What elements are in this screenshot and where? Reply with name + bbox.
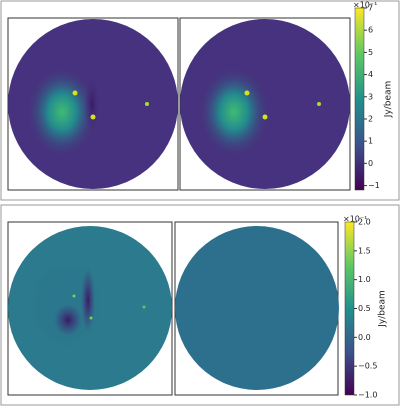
colorbar-tick-label: 1.5 — [358, 246, 371, 255]
emission — [84, 75, 100, 135]
source — [142, 305, 146, 309]
frame — [7, 221, 173, 396]
colorbar — [344, 221, 355, 396]
colorbar-tick-label: 1 — [368, 137, 373, 146]
source — [317, 102, 321, 106]
source — [89, 316, 93, 320]
colorbar-tick-label: 1.0 — [358, 275, 371, 284]
source — [90, 114, 96, 120]
source — [72, 294, 76, 298]
colorbar-tick-label: 3 — [368, 92, 373, 101]
sky-map — [175, 226, 339, 390]
source — [244, 90, 250, 96]
colorbar-label: Jy/beam — [378, 290, 388, 328]
colorbar-tick-label: 0.0 — [358, 333, 371, 342]
colorbar-tick-label: 0.5 — [358, 304, 371, 313]
colorbar-label: Jy/beam — [384, 81, 394, 119]
colorbars: −101234567×10⁻¹Jy/beam−1.0−0.50.00.51.01… — [343, 1, 394, 400]
panel-border — [0, 204, 400, 406]
colorbar-tick-label: 7 — [368, 4, 373, 13]
panel-border — [0, 0, 400, 201]
emission — [54, 304, 82, 336]
colorbar-tick-label: 0 — [368, 159, 373, 168]
colorbar-tick-label: 6 — [368, 26, 373, 35]
source — [145, 102, 149, 106]
top-images — [7, 17, 351, 191]
colorbar-tick-label: 2 — [368, 114, 373, 123]
colorbar-tick-label: −1.0 — [358, 391, 377, 400]
colorbar-tick-label: 5 — [368, 48, 373, 57]
colorbar-tick-label: 4 — [368, 70, 373, 79]
emission — [198, 66, 270, 158]
colorbar-exponent: ×10⁻¹ — [343, 215, 367, 224]
source — [262, 114, 268, 120]
colorbar-tick-label: −1 — [368, 181, 380, 190]
bottom-images — [7, 221, 339, 396]
colorbar — [354, 7, 365, 191]
emission — [26, 66, 98, 158]
source — [72, 90, 78, 96]
colorbar-exponent: ×10⁻¹ — [353, 1, 377, 10]
colorbar-tick-label: 2.0 — [358, 218, 371, 227]
colorbar-tick-label: −0.5 — [358, 362, 377, 371]
emission — [81, 268, 95, 332]
